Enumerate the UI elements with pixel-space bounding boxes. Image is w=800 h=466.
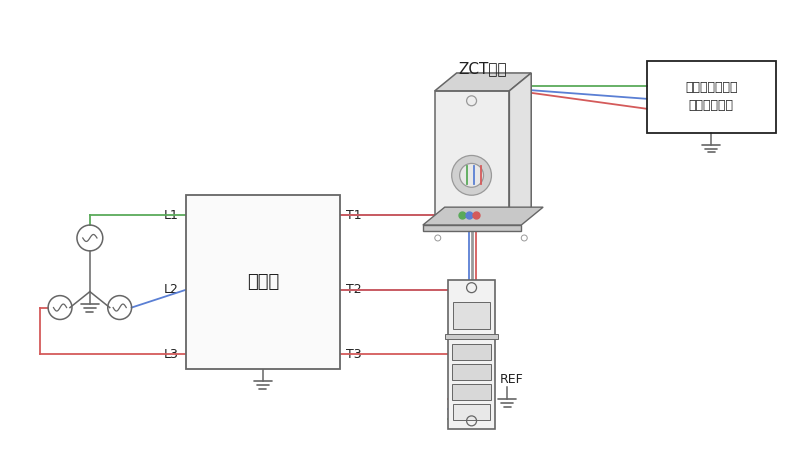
Text: T3: T3 <box>346 348 362 361</box>
Polygon shape <box>434 91 510 225</box>
Bar <box>452 384 491 400</box>
Bar <box>452 364 491 380</box>
Circle shape <box>452 156 491 195</box>
Circle shape <box>460 164 483 187</box>
Polygon shape <box>423 207 543 225</box>
Bar <box>453 404 490 420</box>
Text: T1: T1 <box>346 209 362 222</box>
Polygon shape <box>434 73 531 91</box>
Text: 逆变器: 逆变器 <box>247 273 279 291</box>
Polygon shape <box>510 73 531 225</box>
Text: ZCT模块: ZCT模块 <box>458 62 507 76</box>
Text: L3: L3 <box>163 348 178 361</box>
Text: L2: L2 <box>163 283 178 296</box>
Text: T2: T2 <box>346 283 362 296</box>
Bar <box>452 344 491 360</box>
Bar <box>445 335 498 339</box>
Text: L1: L1 <box>163 209 178 222</box>
Text: REF: REF <box>499 373 523 386</box>
Bar <box>448 280 495 429</box>
Bar <box>453 302 490 329</box>
Polygon shape <box>423 225 522 231</box>
Bar <box>646 61 776 133</box>
Text: 三相异步电动机
（三相电机）: 三相异步电动机 （三相电机） <box>685 81 738 112</box>
Bar <box>186 195 340 369</box>
